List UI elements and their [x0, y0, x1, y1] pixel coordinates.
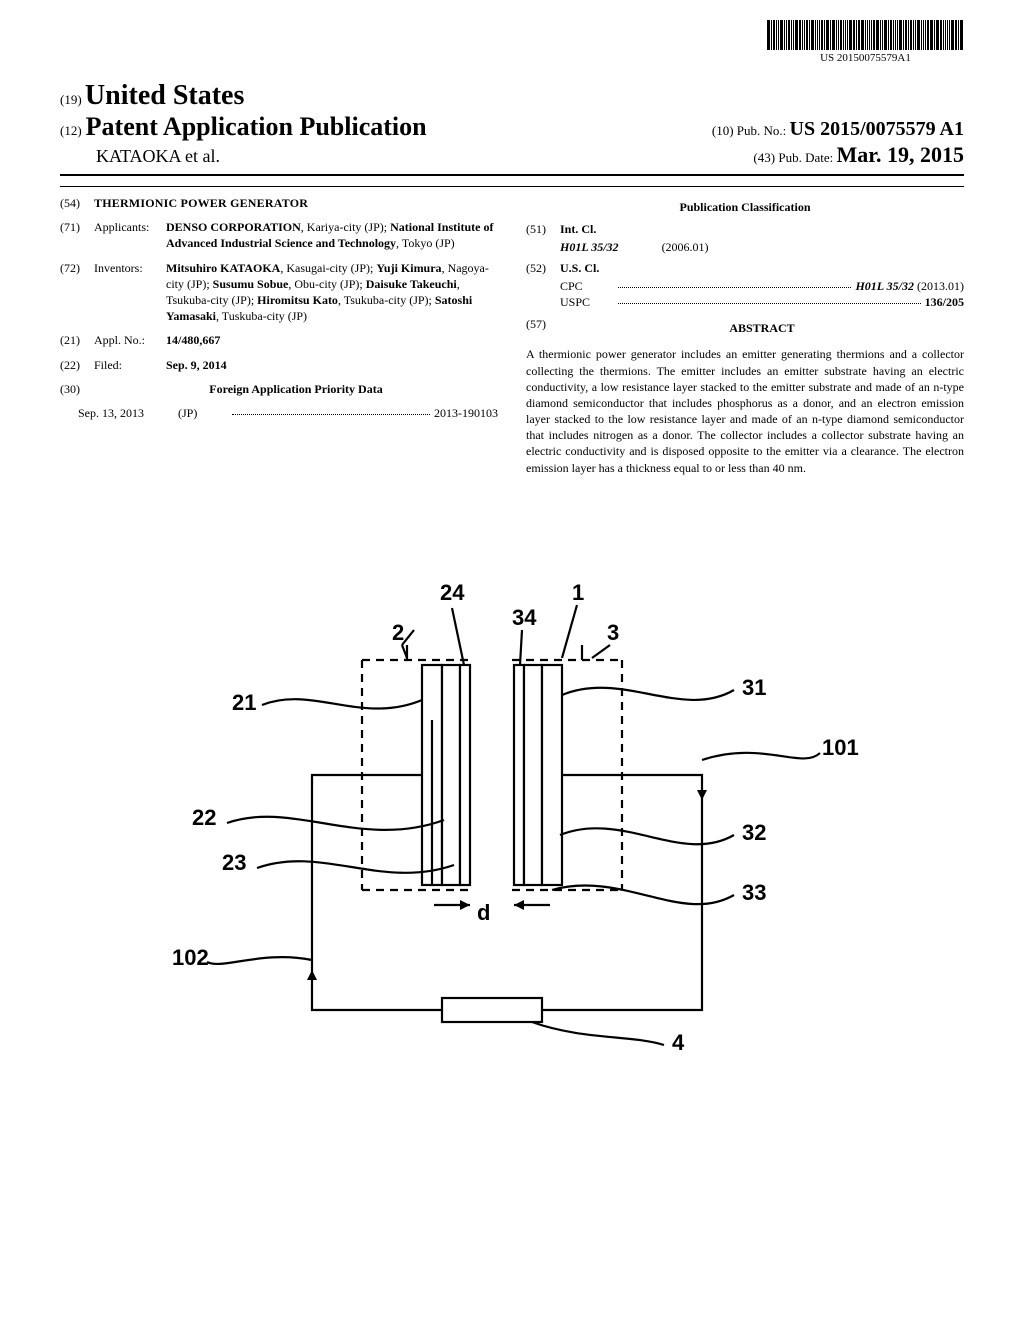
- inventors: Mitsuhiro KATAOKA, Kasugai-city (JP); Yu…: [166, 260, 498, 325]
- svg-text:3: 3: [607, 620, 619, 645]
- filed-code: (22): [60, 357, 94, 373]
- svg-text:102: 102: [172, 945, 209, 970]
- filed-label: Filed:: [94, 357, 166, 373]
- svg-text:23: 23: [222, 850, 246, 875]
- uspc-label: USPC: [560, 294, 614, 310]
- pubno-code: (10): [712, 123, 734, 138]
- appl-number: 14/480,667: [166, 332, 498, 348]
- country-code: (19): [60, 92, 82, 107]
- pubno-label: Pub. No.:: [737, 123, 786, 138]
- uscl-code: (52): [526, 260, 560, 276]
- inventors-code: (72): [60, 260, 94, 325]
- applicants-code: (71): [60, 219, 94, 251]
- priority-row: Sep. 13, 2013 (JP) 2013-190103: [60, 405, 498, 421]
- divider-thin: [60, 186, 964, 187]
- authors: KATAOKA et al.: [96, 146, 220, 167]
- priority-code: (30): [60, 381, 94, 397]
- intcl-label: Int. Cl.: [560, 221, 964, 237]
- title-code: (54): [60, 195, 94, 211]
- pub-type: Patent Application Publication: [86, 112, 427, 142]
- svg-text:2: 2: [392, 620, 404, 645]
- patent-figure: 12434232131101223223331024d: [62, 570, 962, 1090]
- cpc-label: CPC: [560, 278, 614, 294]
- priority-date: Sep. 13, 2013: [78, 405, 178, 421]
- abstract-code: (57): [526, 316, 560, 342]
- intcl-code: (51): [526, 221, 560, 237]
- applno-code: (21): [60, 332, 94, 348]
- filed-date: Sep. 9, 2014: [166, 357, 498, 373]
- svg-text:24: 24: [440, 580, 465, 605]
- barcode: [767, 20, 964, 50]
- country: United States: [85, 80, 244, 111]
- priority-head: Foreign Application Priority Data: [94, 381, 498, 397]
- uscl-label: U.S. Cl.: [560, 260, 964, 276]
- abstract-text: A thermionic power generator includes an…: [526, 346, 964, 476]
- applicants-label: Applicants:: [94, 219, 166, 251]
- right-column: Publication Classification (51) Int. Cl.…: [526, 195, 964, 476]
- svg-text:d: d: [477, 900, 490, 925]
- divider-thick: [60, 174, 964, 176]
- dot-leader: [618, 294, 921, 304]
- svg-text:21: 21: [232, 690, 256, 715]
- applno-label: Appl. No.:: [94, 332, 166, 348]
- inventors-label: Inventors:: [94, 260, 166, 325]
- uspc-value: 136/205: [925, 294, 964, 310]
- patent-header: (19) United States (12) Patent Applicati…: [60, 80, 964, 187]
- left-column: (54) THERMIONIC POWER GENERATOR (71) App…: [60, 195, 498, 476]
- svg-text:4: 4: [672, 1030, 685, 1055]
- pub-type-code: (12): [60, 123, 82, 139]
- svg-text:34: 34: [512, 605, 537, 630]
- svg-text:1: 1: [572, 580, 584, 605]
- dot-leader: [618, 278, 851, 288]
- priority-country: (JP): [178, 405, 228, 421]
- invention-title: THERMIONIC POWER GENERATOR: [94, 195, 498, 211]
- pub-date: Mar. 19, 2015: [836, 142, 964, 167]
- svg-text:32: 32: [742, 820, 766, 845]
- pubdate-code: (43): [753, 150, 775, 165]
- svg-text:101: 101: [822, 735, 859, 760]
- abstract-head: ABSTRACT: [560, 320, 964, 336]
- svg-text:31: 31: [742, 675, 766, 700]
- pub-number: US 2015/0075579 A1: [790, 118, 964, 140]
- svg-text:22: 22: [192, 805, 216, 830]
- barcode-label: US 20150075579A1: [767, 52, 964, 64]
- intcl-year: (2006.01): [662, 240, 709, 254]
- priority-number: 2013-190103: [434, 405, 498, 421]
- pubdate-label: Pub. Date:: [778, 150, 833, 165]
- biblio-columns: (54) THERMIONIC POWER GENERATOR (71) App…: [60, 195, 964, 476]
- svg-text:33: 33: [742, 880, 766, 905]
- classification-head: Publication Classification: [526, 199, 964, 215]
- cpc-value: H01L 35/32 (2013.01): [855, 278, 964, 294]
- applicants: DENSO CORPORATION, Kariya-city (JP); Nat…: [166, 219, 498, 251]
- intcl-value: H01L 35/32: [560, 240, 619, 254]
- barcode-block: US 20150075579A1: [767, 20, 964, 64]
- dot-leader: [232, 405, 430, 415]
